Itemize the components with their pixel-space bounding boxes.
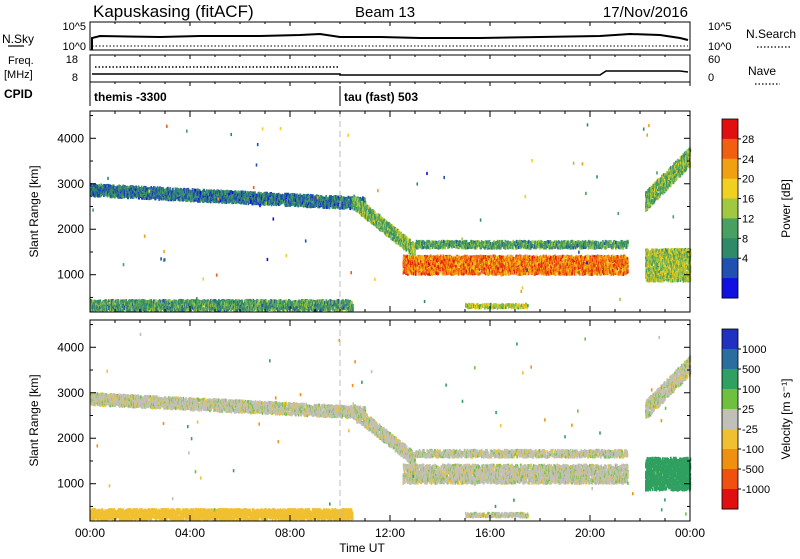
nave-tick-low: 0 [708, 72, 714, 84]
freq-tick-high: 18 [66, 54, 78, 66]
freq-label: Freq. [8, 55, 34, 67]
power-cell [396, 241, 398, 244]
beam-title: Beam 13 [355, 4, 415, 21]
power-cell [398, 231, 400, 234]
power-cell [386, 234, 388, 237]
power-cell [312, 194, 314, 197]
date-title: 17/Nov/2016 [603, 4, 688, 21]
nsearch-tick-high: 10^5 [708, 21, 732, 33]
power-cell [340, 195, 342, 198]
power-cell [415, 273, 417, 276]
nsky-trace [92, 34, 688, 50]
nave-label: Nave [748, 64, 776, 78]
cpid-segment-label: tau (fast) 503 [344, 90, 418, 104]
freq-tick-low: 8 [72, 72, 78, 84]
nave-tick-high: 60 [708, 54, 720, 66]
freq-trace [92, 71, 688, 75]
nsearch-label: N.Search [746, 27, 796, 41]
cpid-label: CPID [4, 87, 33, 101]
nsky-tick-high: 10^5 [62, 21, 86, 33]
power-cell [375, 213, 377, 216]
cpid-segments: themis -3300 tau (fast) 503 [90, 86, 418, 106]
power-cell [479, 272, 481, 275]
power-cell [144, 196, 146, 199]
nsky-tick-low: 10^0 [62, 41, 86, 53]
cpid-segment-label: themis -3300 [94, 90, 167, 104]
nsky-label: N.Sky [2, 32, 34, 46]
power-cell [366, 211, 368, 214]
freq-unit: [MHz] [4, 69, 33, 81]
power-cell [281, 201, 283, 204]
station-title: Kapuskasing (fitACF) [93, 2, 254, 21]
freq-panel [90, 55, 690, 82]
power-cell [254, 191, 256, 194]
nsearch-tick-low: 10^0 [708, 41, 732, 53]
power-cell [419, 272, 421, 275]
